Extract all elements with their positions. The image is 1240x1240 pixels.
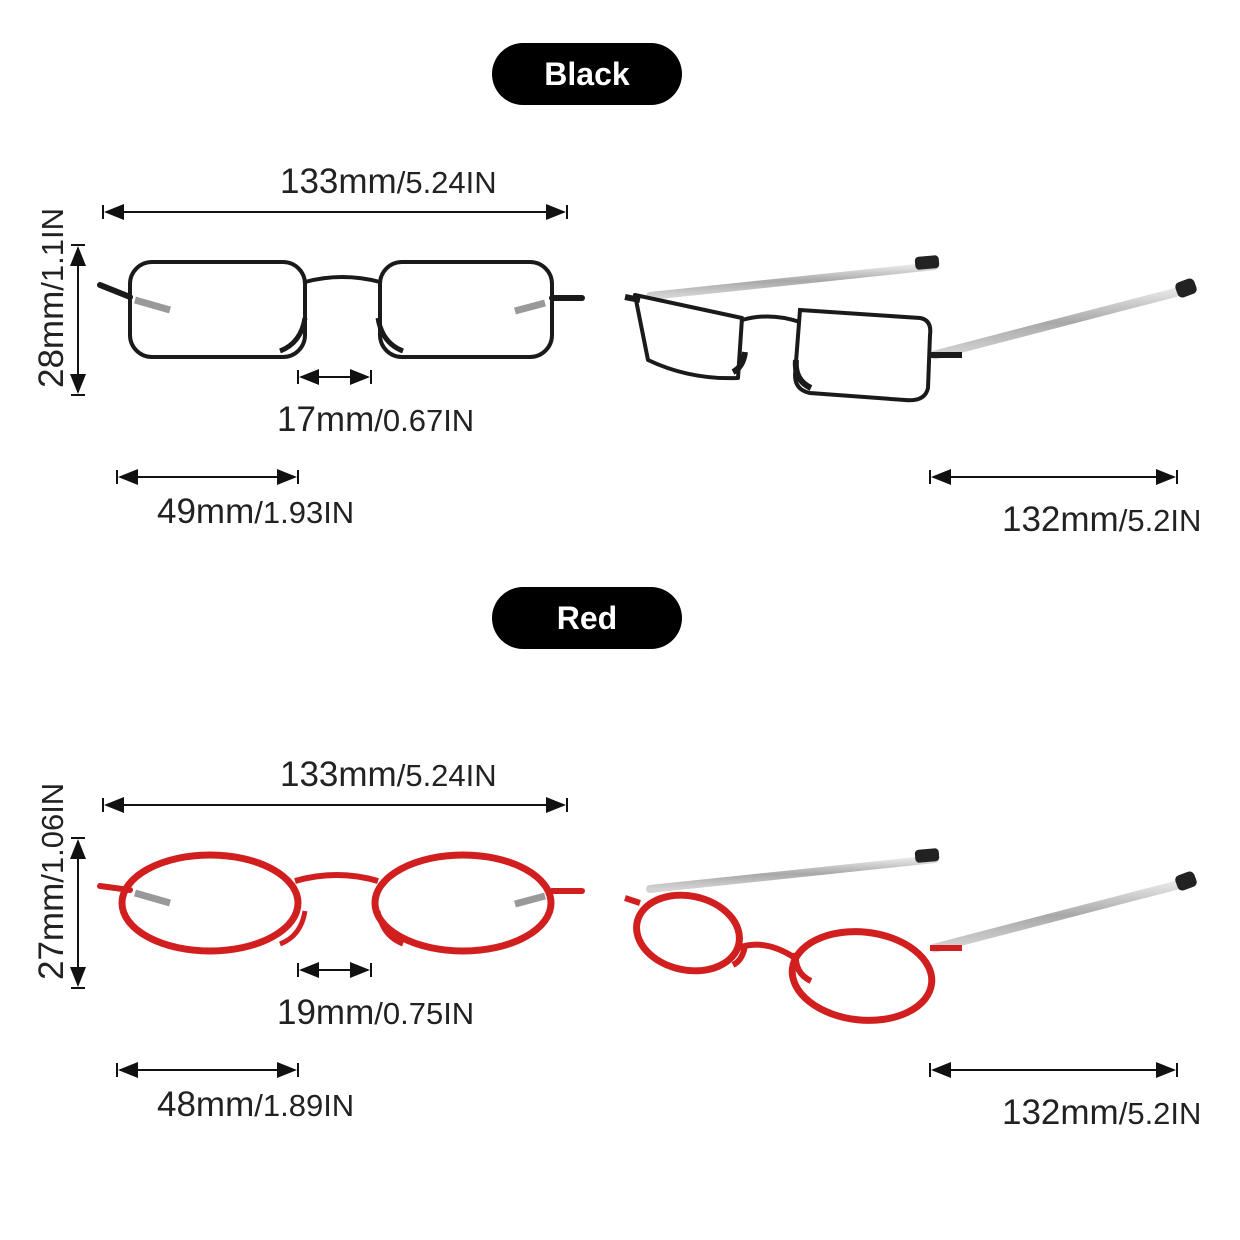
temple-tip-front: [1175, 871, 1197, 891]
color-label-red: Red: [492, 587, 682, 649]
lens-right: [378, 260, 554, 359]
temple-front: [930, 285, 1190, 360]
temple-back: [646, 855, 939, 893]
temple-tip-back: [914, 255, 940, 270]
side-nose-pad-right: [792, 952, 813, 984]
bridge-label: 19mm/0.75IN: [277, 993, 475, 1032]
temple-stub-left: [134, 889, 171, 907]
total-width-label: 133mm/5.24IN: [280, 755, 497, 794]
lens-left: [118, 851, 302, 955]
glasses-black: [97, 255, 1197, 403]
temple-hinge-left: [97, 282, 133, 300]
temple-stub-left: [134, 296, 171, 314]
lens-width-label: 49mm/1.93IN: [157, 492, 355, 531]
temple-length-label: 132mm/5.2IN: [1002, 1093, 1202, 1132]
total-width-label: 133mm/5.24IN: [280, 162, 497, 201]
temple-stub-right: [514, 892, 546, 908]
lens-left: [128, 260, 307, 359]
glasses-red: [97, 848, 1197, 1024]
nose-pad-right: [375, 910, 404, 947]
color-label-black: Black: [492, 43, 682, 105]
bridge: [294, 872, 379, 884]
lens-right: [371, 851, 555, 955]
temple-tip-back: [914, 848, 940, 863]
side-nose-pad-left: [731, 944, 748, 968]
temple-front: [930, 878, 1190, 953]
side-lens-left: [633, 891, 743, 975]
lens-width-label: 48mm/1.89IN: [157, 1085, 355, 1124]
nose-pad-left: [279, 317, 308, 354]
temple-tip-front: [1175, 278, 1197, 298]
side-bridge: [741, 314, 801, 324]
temple-length-label: 132mm/5.2IN: [1002, 500, 1202, 539]
side-hinge: [624, 895, 641, 906]
nose-pad-right: [375, 317, 404, 354]
side-nose-pad-left: [731, 351, 748, 375]
temple-back: [646, 262, 939, 300]
side-nose-pad-right: [792, 359, 813, 391]
side-lens-right: [788, 928, 936, 1024]
temple-stub-right: [514, 299, 546, 315]
side-lens-right: [792, 307, 933, 403]
side-hinge: [624, 294, 641, 303]
nose-pad-left: [279, 910, 308, 947]
bridge: [304, 275, 381, 284]
bridge-label: 17mm/0.67IN: [277, 400, 475, 439]
side-lens-left: [633, 293, 744, 381]
